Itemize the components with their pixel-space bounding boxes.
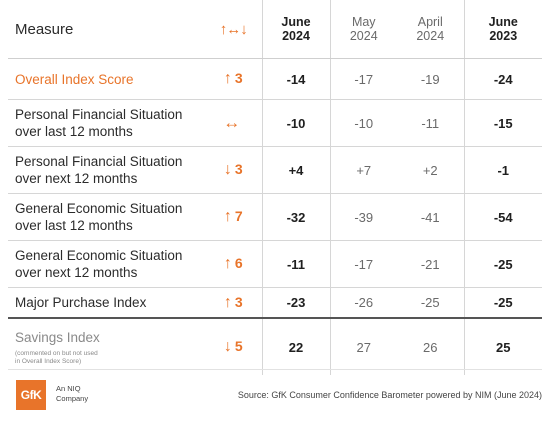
value-june-2024: -11 xyxy=(261,240,330,288)
value-june-2023: -1 xyxy=(463,146,542,194)
arrow-down-icon: ↓ xyxy=(223,338,232,355)
consumer-confidence-table: Measure ↑↔↓ June 2024 May 2024 April 2024 J… xyxy=(8,0,542,375)
value-april-2024: -21 xyxy=(397,240,464,288)
source-note: Source: GfK Consumer Confidence Baromete… xyxy=(237,390,542,400)
value-june-2023: -15 xyxy=(463,99,542,147)
value-june-2024: -23 xyxy=(261,287,330,319)
row-measure-label: General Economic Situation over next 12 m… xyxy=(8,240,205,288)
table-row: General Economic Situation over last 12 m… xyxy=(8,193,542,241)
value-april-2024: -11 xyxy=(397,99,464,147)
value-may-2024: +7 xyxy=(329,146,397,194)
value-june-2023: 25 xyxy=(463,318,542,375)
value-april-2024: -25 xyxy=(397,287,464,319)
table-row: Major Purchase Index ↑ 3 -23 -26 -25 -25 xyxy=(8,287,542,319)
up-both-down-arrows-icon: ↑↔↓ xyxy=(219,20,248,38)
value-june-2024: +4 xyxy=(261,146,330,194)
gfk-logo: GfK xyxy=(16,380,46,410)
change-cell: ↔ xyxy=(205,99,262,147)
value-may-2024: -17 xyxy=(329,58,397,100)
value-may-2024: -10 xyxy=(329,99,397,147)
change-cell: ↑ 3 xyxy=(205,58,262,100)
row-measure-label: General Economic Situation over last 12 m… xyxy=(8,193,205,241)
change-cell: ↑ 3 xyxy=(205,287,262,319)
table-row: Savings Index (commented on but not used… xyxy=(8,318,542,375)
change-cell: ↑ 6 xyxy=(205,240,262,288)
value-april-2024: 26 xyxy=(423,339,438,355)
table-row: General Economic Situation over next 12 m… xyxy=(8,240,542,288)
table-row: Overall Index Score ↑ 3 -14 -17 -19 -24 xyxy=(8,58,542,100)
value-may-2024: -17 xyxy=(329,240,397,288)
value-may-2024: 27 xyxy=(329,318,397,375)
value-june-2024: -10 xyxy=(261,99,330,147)
consumer-confidence-table-container: Measure ↑↔↓ June 2024 May 2024 April 2024 J… xyxy=(8,0,542,375)
change-header: ↑↔↓ xyxy=(205,0,262,59)
value-may-2024: -26 xyxy=(329,287,397,319)
value-june-2024: -14 xyxy=(261,58,330,100)
value-may-2024: -39 xyxy=(329,193,397,241)
value-june-2023: -25 xyxy=(463,240,542,288)
row-measure-label: Major Purchase Index xyxy=(8,287,205,319)
value-june-2024: -32 xyxy=(261,193,330,241)
table-row: Personal Financial Situation over last 12… xyxy=(8,99,542,147)
arrow-both-icon: ↔ xyxy=(223,113,241,132)
value-june-2023: -24 xyxy=(463,58,542,100)
value-april-2024: -19 xyxy=(397,58,464,100)
measure-header: Measure xyxy=(8,0,205,59)
change-cell: ↓ 3 xyxy=(205,146,262,194)
company-tagline: An NIQ Company xyxy=(56,384,89,403)
change-cell: ↓ 5 xyxy=(223,338,243,355)
change-cell: ↑ 7 xyxy=(205,193,262,241)
column-header-june-2023: June 2023 xyxy=(463,0,542,59)
table-row: Personal Financial Situation over next 12… xyxy=(8,146,542,194)
arrow-up-icon: ↑ xyxy=(223,208,232,225)
value-june-2024: 22 xyxy=(261,318,330,375)
column-header-june-2024: June 2024 xyxy=(261,0,330,59)
value-june-2023: -25 xyxy=(463,287,542,319)
row-measure-label: Overall Index Score xyxy=(8,58,205,100)
column-header-april-2024: April 2024 xyxy=(397,0,464,59)
arrow-up-icon: ↑ xyxy=(223,255,232,272)
row-measure-label: Personal Financial Situation over last 12… xyxy=(8,99,205,147)
arrow-up-icon: ↑ xyxy=(223,293,232,311)
value-april-2024: +2 xyxy=(397,146,464,194)
footer: GfK An NIQ Company Source: GfK Consumer … xyxy=(8,369,542,420)
column-header-may-2024: May 2024 xyxy=(329,0,397,59)
row-measure-label: Savings Index (commented on but not used… xyxy=(8,318,205,375)
table-header-row: Measure ↑↔↓ June 2024 May 2024 April 2024 J… xyxy=(8,0,542,59)
arrow-up-icon: ↑ xyxy=(223,70,232,87)
value-april-2024: -41 xyxy=(397,193,464,241)
arrow-down-icon: ↓ xyxy=(223,161,232,178)
value-june-2023: -54 xyxy=(463,193,542,241)
savings-index-note: (commented on but not used in Overall Ind… xyxy=(15,349,98,365)
row-measure-label: Personal Financial Situation over next 12… xyxy=(8,146,205,194)
